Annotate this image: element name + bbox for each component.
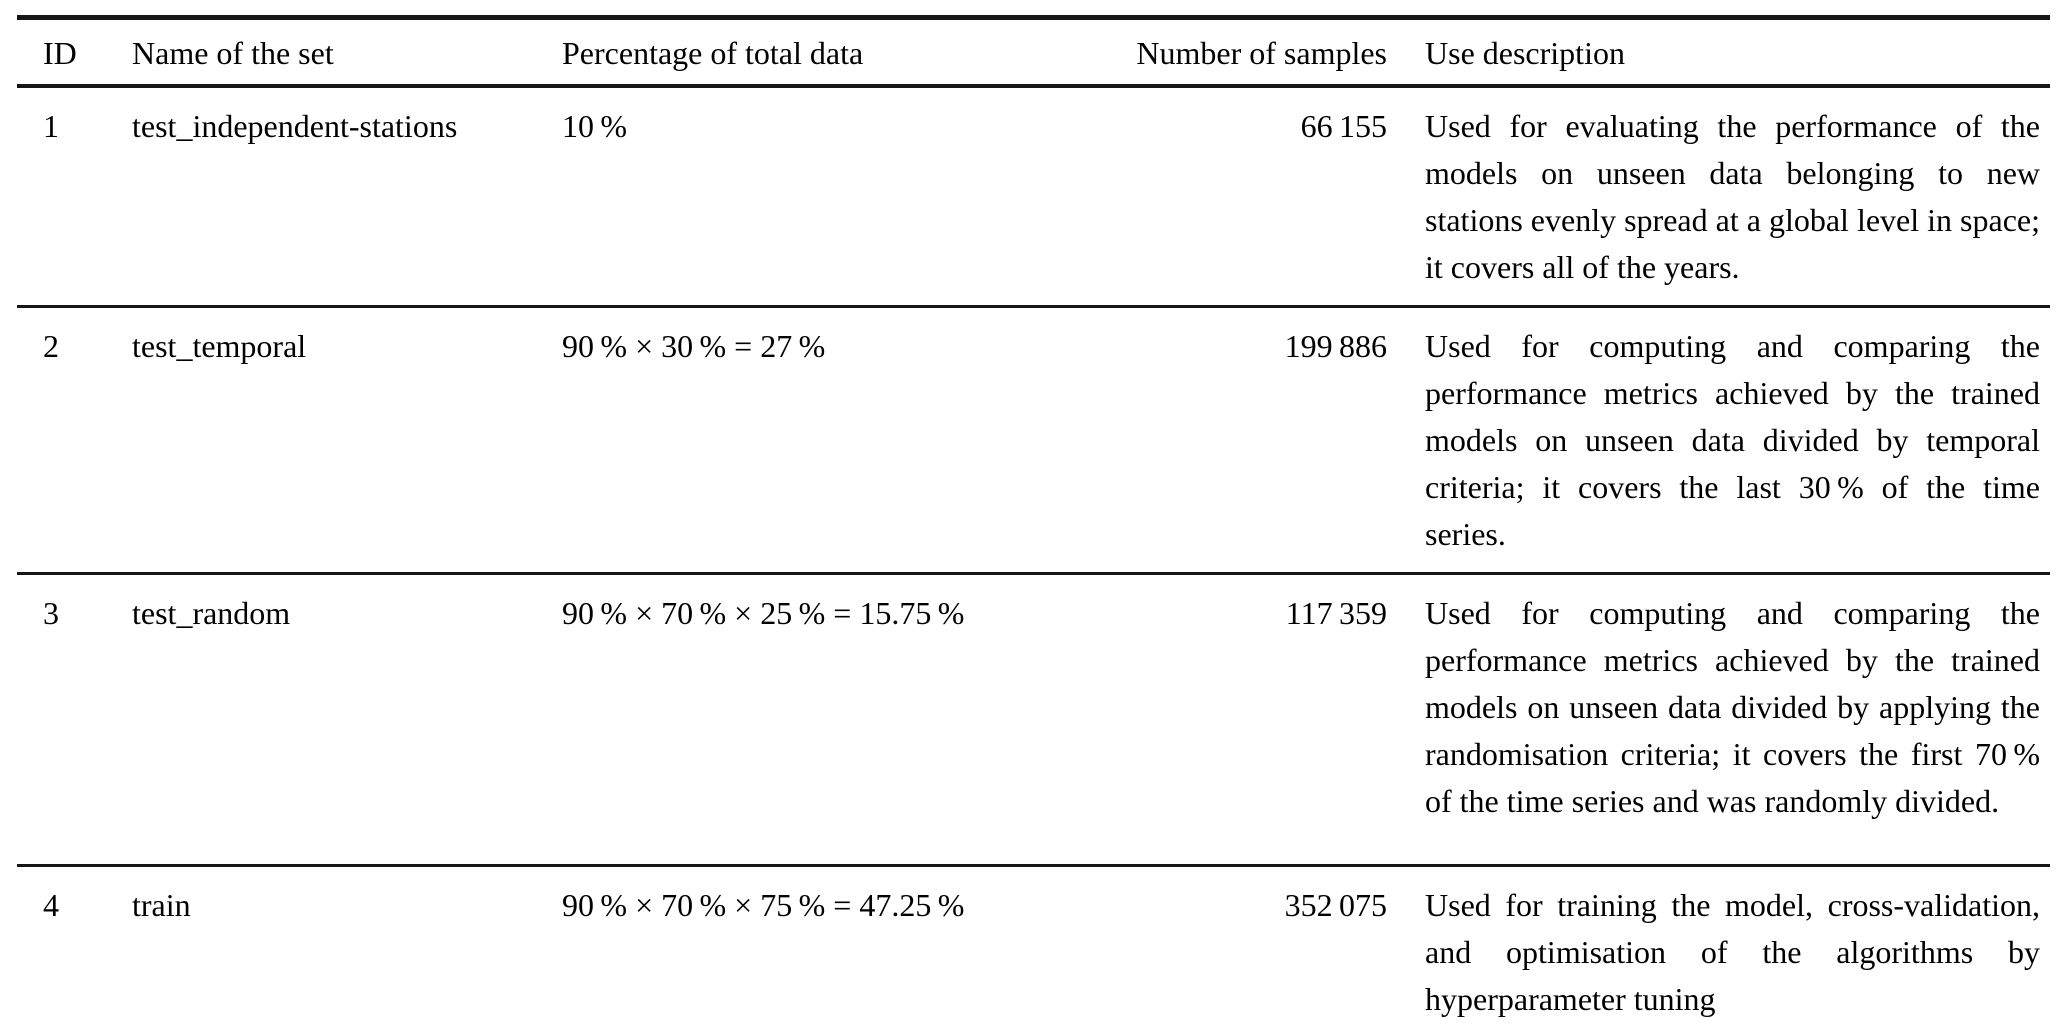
table-body: 1 test_independent-stations 10 % 66 155 … bbox=[17, 86, 2050, 1033]
row-id: 1 bbox=[43, 108, 59, 144]
row-samples: 199 886 bbox=[1284, 328, 1387, 364]
row-set-name: test_temporal bbox=[132, 328, 307, 364]
table-row: 4 train 90 % × 70 % × 75 % = 47.25 % 352… bbox=[17, 866, 2050, 1033]
row-id: 2 bbox=[43, 328, 59, 364]
row-description: Used for evaluating the performance of t… bbox=[1387, 86, 2050, 307]
row-percentage: 90 % × 30 % = 27 % bbox=[562, 328, 826, 364]
row-set-name: test_independent-stations bbox=[132, 108, 458, 144]
dataset-splits-table: ID Name of the set Percentage of total d… bbox=[17, 15, 2050, 1033]
row-percentage: 90 % × 70 % × 75 % = 47.25 % bbox=[562, 887, 965, 923]
header-samples: Number of samples bbox=[1136, 34, 1387, 71]
row-description: Used for training the model, cross-valid… bbox=[1387, 866, 2050, 1033]
row-description-text: Used for computing and comparing the per… bbox=[1425, 595, 2040, 819]
table-row: 1 test_independent-stations 10 % 66 155 … bbox=[17, 86, 2050, 307]
header-row: ID Name of the set Percentage of total d… bbox=[17, 17, 2050, 86]
row-samples: 352 075 bbox=[1284, 887, 1387, 923]
row-percentage: 90 % × 70 % × 25 % = 15.75 % bbox=[562, 595, 965, 631]
row-description: Used for computing and comparing the per… bbox=[1387, 307, 2050, 574]
header-description: Use description bbox=[1425, 34, 1625, 71]
table-row: 2 test_temporal 90 % × 30 % = 27 % 199 8… bbox=[17, 307, 2050, 574]
row-id: 3 bbox=[43, 595, 59, 631]
row-id: 4 bbox=[43, 887, 59, 923]
row-set-name: test_random bbox=[132, 595, 291, 631]
header-percentage: Percentage of total data bbox=[562, 34, 864, 71]
row-samples: 117 359 bbox=[1285, 595, 1387, 631]
header-name: Name of the set bbox=[132, 34, 334, 71]
row-description-text: Used for evaluating the performance of t… bbox=[1425, 108, 2040, 285]
table-header: ID Name of the set Percentage of total d… bbox=[17, 17, 2050, 86]
row-description-text: Used for training the model, cross-valid… bbox=[1425, 887, 2040, 1017]
row-description-text: Used for computing and comparing the per… bbox=[1425, 328, 2040, 552]
row-description: Used for computing and comparing the per… bbox=[1387, 574, 2050, 866]
row-set-name: train bbox=[132, 887, 191, 923]
header-id: ID bbox=[43, 34, 77, 71]
row-samples: 66 155 bbox=[1300, 108, 1387, 144]
table-row: 3 test_random 90 % × 70 % × 25 % = 15.75… bbox=[17, 574, 2050, 866]
row-percentage: 10 % bbox=[562, 108, 628, 144]
